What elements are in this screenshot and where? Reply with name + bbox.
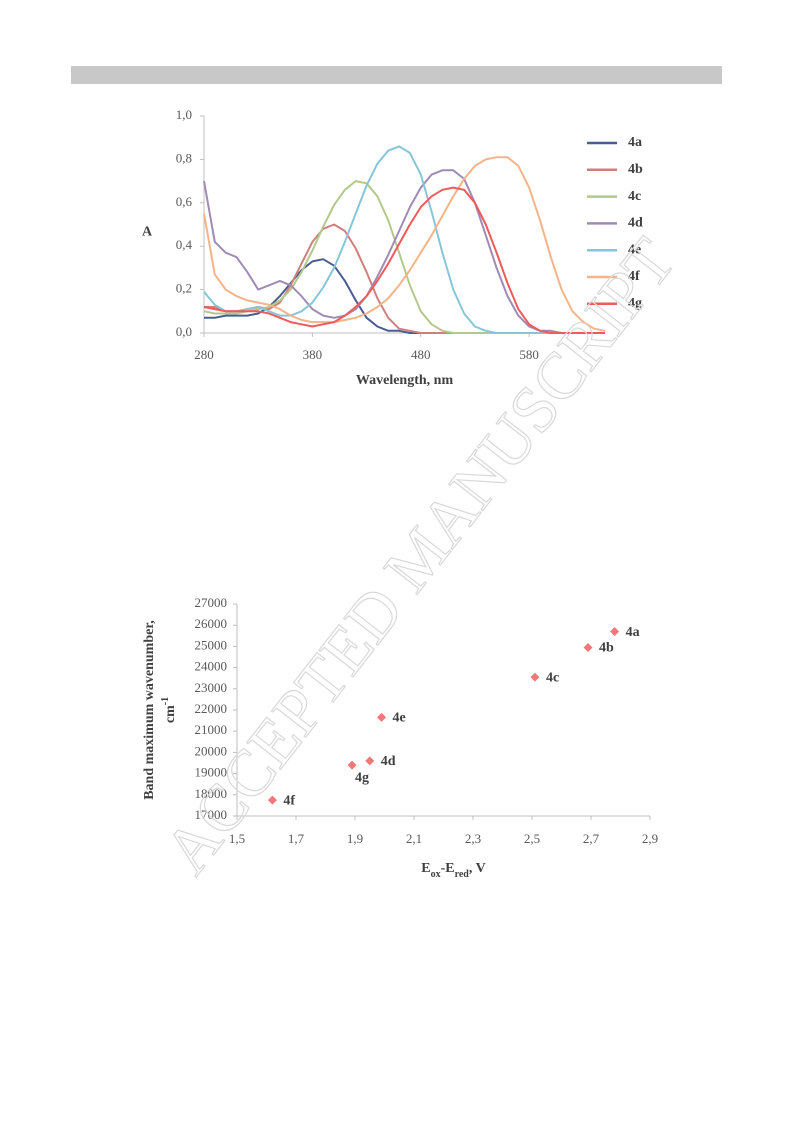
x-tick-label: 2,7	[583, 831, 600, 846]
y-tick-label: 20000	[195, 743, 228, 758]
x-axis-title-part: E	[421, 861, 430, 876]
y-tick-label: 0,0	[176, 324, 192, 339]
legend-label: 4d	[628, 216, 643, 231]
legend-label: 4g	[628, 296, 642, 311]
x-tick-label: 1,5	[229, 831, 245, 846]
point	[583, 642, 593, 652]
series-line	[203, 186, 605, 334]
x-tick-label: 480	[411, 347, 431, 362]
y-tick-label: 18000	[195, 786, 228, 801]
y-tick-label: 27000	[195, 595, 228, 610]
y-tick-label: 19000	[195, 765, 228, 780]
header-bar	[71, 66, 722, 84]
x-tick-label: 580	[519, 347, 539, 362]
x-tick-label: 2,1	[406, 831, 422, 846]
y-axis-title: Band maximum wavenumber, cm-1	[142, 620, 178, 800]
point-label: 4d	[381, 754, 396, 769]
legend-label: 4a	[628, 135, 642, 150]
x-tick-label: 2,9	[642, 831, 658, 846]
y-tick-label: 23000	[195, 680, 228, 695]
y-tick-label: 25000	[195, 637, 228, 652]
x-tick-label: 2,5	[524, 831, 540, 846]
y-tick-label: 17000	[195, 807, 228, 822]
y-tick-label: 24000	[195, 659, 228, 674]
x-tick-label: 1,9	[347, 831, 363, 846]
y-tick-label: 21000	[195, 722, 228, 737]
legend-label: 4c	[628, 189, 641, 204]
y-tick-label: 1,0	[176, 107, 192, 122]
y-axis-title-part: cm	[163, 705, 178, 723]
point	[267, 795, 277, 805]
x-axis-title-part: ox	[431, 869, 441, 880]
point	[365, 756, 375, 766]
point	[377, 712, 387, 722]
x-axis-title-part: , V	[469, 861, 486, 876]
y-tick-label: 0,6	[176, 194, 193, 209]
y-axis-title-part: -1	[160, 697, 171, 705]
watermark: ACCEPTED MANUSCRIPT	[150, 225, 690, 887]
x-tick-label: 2,3	[465, 831, 481, 846]
y-tick-label: 0,2	[176, 281, 192, 296]
point-label: 4b	[599, 641, 614, 656]
series-line	[203, 156, 606, 332]
legend-label: 4e	[628, 242, 641, 257]
y-tick-label: 0,8	[176, 150, 192, 165]
x-tick-label: 380	[303, 347, 323, 362]
x-axis-title: Eox-Ered, V	[421, 861, 485, 880]
y-tick-label: 0,4	[176, 237, 193, 252]
x-tick-label: 280	[194, 347, 214, 362]
x-axis-title: Wavelength, nm	[356, 373, 454, 388]
y-tick-label: 26000	[195, 616, 228, 631]
point	[347, 760, 357, 770]
legend-label: 4f	[628, 269, 640, 284]
x-axis-title-part: -E	[441, 861, 455, 876]
point-label: 4f	[283, 793, 295, 808]
y-axis-title-line: Band maximum wavenumber,	[142, 620, 157, 800]
x-axis-title-part: red	[455, 869, 470, 880]
y-axis-title-line: cm-1	[160, 697, 178, 723]
y-axis-title: A	[142, 225, 153, 240]
series-line	[203, 145, 605, 334]
point-label: 4g	[355, 770, 369, 785]
point	[610, 627, 620, 637]
point-label: 4e	[393, 711, 406, 726]
point-label: 4c	[546, 670, 559, 685]
point-label: 4a	[626, 625, 640, 640]
legend-label: 4b	[628, 162, 643, 177]
point	[530, 672, 540, 682]
y-tick-label: 22000	[195, 701, 228, 716]
x-tick-label: 1,7	[288, 831, 305, 846]
